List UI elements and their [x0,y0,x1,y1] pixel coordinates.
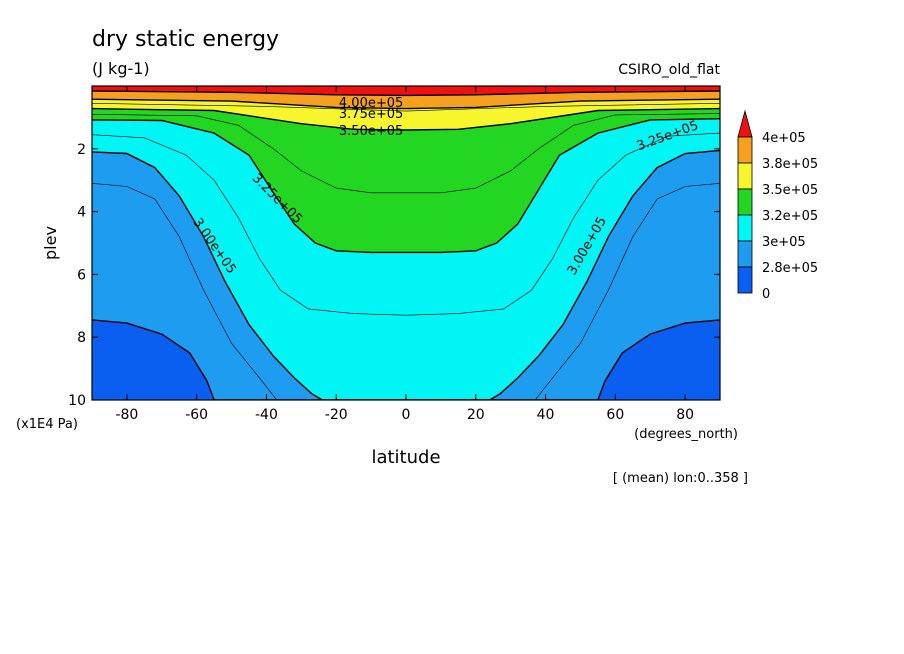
colorbar-label: 3.5e+05 [762,183,818,198]
colorbar-swatch [737,188,753,216]
y-axis-units: (x1E4 Pa) [16,417,78,432]
y-tick-label: 4 [77,205,86,221]
filled-contours [92,86,720,400]
contour-fill-2 [92,86,720,253]
x-axis-label: latitude [371,447,440,468]
y-axis: 2 4 6 8 10 [68,142,720,409]
x-tick-label: 40 [537,407,555,423]
colorbar-label: 3.2e+05 [762,209,818,224]
chart-title: dry static energy [92,27,279,52]
thin-contour-line-1 [92,132,720,316]
contour-line-3 [92,107,720,131]
colorbar-top-arrow [737,109,753,138]
y-axis-label: plev [41,226,60,260]
x-axis-units: (degrees_north) [634,427,738,442]
contour-line-5 [92,90,720,97]
chart-units: (J kg-1) [92,59,150,78]
x-tick-label: -60 [185,407,208,423]
colorbar: 4e+05 3.8e+05 3.5e+05 3.2e+05 3e+05 2.8e+05 0 [737,109,818,302]
footnote: [ (mean) lon:0..358 ] [613,471,748,486]
contour-line-4 [92,98,720,110]
x-tick-label: 0 [402,407,411,423]
x-tick-label: -40 [255,407,278,423]
x-tick-label: 80 [676,407,694,423]
plot-area: 4.00e+053.75e+053.50e+053.25e+053.25e+05… [91,85,721,401]
colorbar-swatch [737,162,753,190]
contour-line-2 [92,118,720,254]
x-tick-label: 20 [467,407,485,423]
colorbar-swatch [737,266,753,294]
y-tick-label: 10 [68,393,86,409]
thin-contour-line-4 [92,103,720,112]
colorbar-label: 0 [762,287,770,302]
colorbar-label: 2.8e+05 [762,261,818,276]
x-tick-label: -80 [115,407,138,423]
colorbar-swatch [737,136,753,164]
colorbar-label: 3.8e+05 [762,157,818,172]
colorbar-swatch [737,240,753,268]
x-axis: -80 -60 -40 -20 0 20 40 60 80 [115,86,694,423]
y-tick-label: 2 [77,142,86,158]
x-tick-label: -20 [325,407,348,423]
colorbar-label: 3e+05 [762,235,806,250]
colorbar-label: 4e+05 [762,131,806,146]
contour-label: 3.50e+05 [339,124,403,139]
x-tick-label: 60 [606,407,624,423]
thin-contour-line-3 [534,183,720,400]
contour-line-1 [92,149,720,400]
contour-label: 4.00e+05 [339,96,403,111]
contour-label: 3.75e+05 [339,107,403,122]
y-tick-label: 6 [77,267,86,283]
contour-lines [92,90,720,400]
y-tick-label: 8 [77,330,86,346]
thin-contour-line-2 [92,113,720,194]
colorbar-swatch [737,214,753,242]
thin-contour-line-0 [92,183,278,400]
contour-line-0 [92,319,720,400]
model-name: CSIRO_old_flat [618,62,720,78]
